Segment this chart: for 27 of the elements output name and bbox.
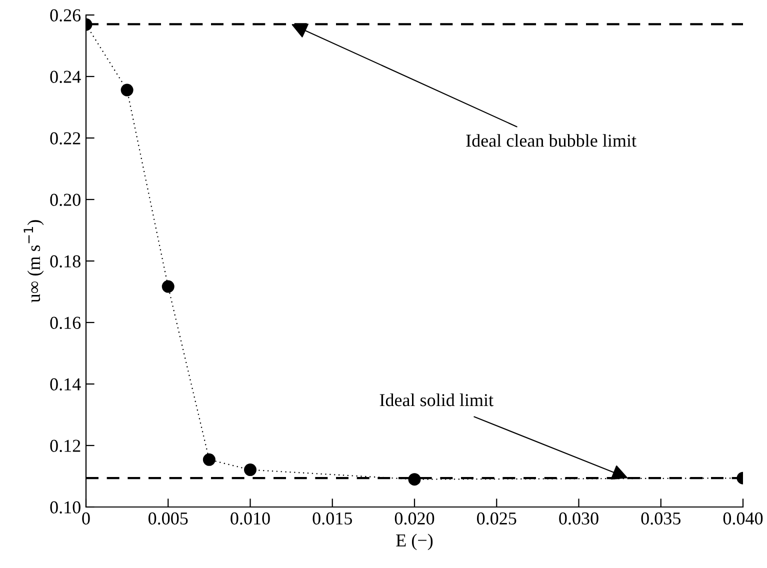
y-tick-label: 0.18: [50, 255, 80, 268]
x-tick-label: 0.005: [148, 512, 188, 525]
point: [162, 280, 174, 293]
y-tick-label: 0.10: [50, 501, 80, 514]
x-tick-label: 0.035: [641, 512, 680, 525]
y-axis-title: u∞ (m s$^{−1}$): [24, 220, 44, 302]
y-tick-label: 0.22: [50, 132, 80, 145]
x-tick-label: 0.025: [477, 512, 516, 525]
y-tick-label: 0.16: [50, 316, 81, 330]
point: [244, 464, 256, 476]
x-tick-label: 0.010: [230, 512, 270, 525]
x-tick-label: 0.020: [394, 512, 434, 525]
point: [202, 453, 216, 466]
point: [408, 473, 421, 486]
y-tick-label: 0.12: [50, 440, 80, 452]
annotation: Ideal clean bubble limit: [466, 134, 636, 147]
x-axis-title: E (−): [396, 534, 433, 550]
y-tick-label: 0.20: [50, 194, 80, 206]
annotation: Ideal solid limit: [380, 394, 494, 406]
y-tick-label: 0.26: [50, 9, 81, 22]
x-tick-label: 0: [82, 512, 90, 525]
x-tick-label: 0.040: [723, 512, 763, 525]
y-tick-label: 0.24: [50, 70, 81, 84]
x-tick-label: 0.015: [312, 512, 352, 525]
point: [120, 84, 134, 96]
x-tick-label: 0.030: [559, 512, 598, 525]
y-tick-label: 0.14: [50, 378, 81, 391]
